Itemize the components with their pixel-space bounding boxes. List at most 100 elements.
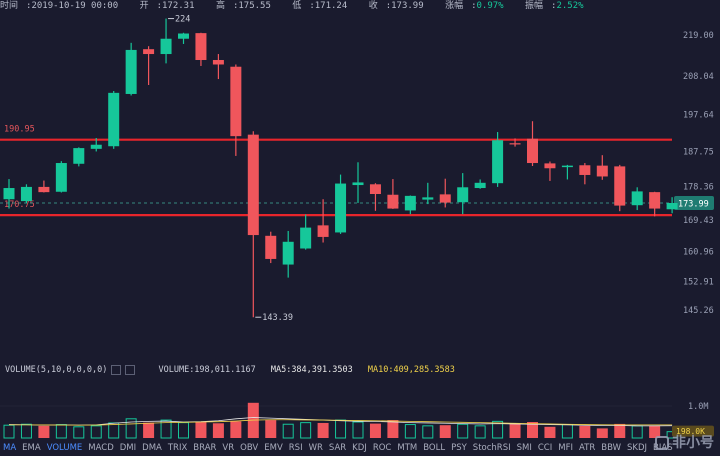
candle-body — [666, 202, 678, 210]
volume-bar — [195, 422, 207, 438]
candle-body — [3, 188, 15, 200]
candle-body — [614, 166, 626, 206]
candle-body — [649, 192, 661, 209]
tab-mfi[interactable]: MFI — [558, 443, 573, 453]
volume-bar — [352, 421, 364, 439]
volume-bar — [544, 426, 556, 438]
high-annotation: 224 — [175, 15, 190, 25]
volume-bar — [527, 422, 538, 438]
candlestick-chart[interactable]: 145.26 152.91 160.96 169.43 178.36 187.75 197.… — [0, 12, 720, 362]
candle-body — [160, 38, 172, 55]
candle-body — [178, 33, 189, 39]
open-info: 开:172.31 — [139, 1, 195, 11]
watermark-text: 非小号 — [672, 435, 714, 451]
volume-bar — [579, 425, 591, 438]
tab-ema[interactable]: EMA — [22, 443, 41, 453]
tab-vr[interactable]: VR — [222, 443, 235, 453]
candle-body — [335, 183, 347, 233]
volume-bar — [73, 426, 85, 439]
tab-ma[interactable]: MA — [3, 443, 17, 453]
candle-body — [230, 66, 242, 137]
current-price-tag — [674, 195, 714, 210]
y-tick-label: 197.64 — [683, 111, 714, 121]
volume-ma5-line — [8, 417, 673, 427]
candle-body — [282, 241, 294, 265]
brand-watermark: 非小号 — [655, 432, 714, 452]
candle-body — [195, 33, 207, 61]
level-label: 190.95 — [4, 125, 35, 135]
candle-body — [509, 143, 521, 145]
volume-bar — [300, 422, 312, 439]
tab-trix[interactable]: TRIX — [167, 443, 188, 453]
candle-body — [492, 140, 504, 184]
candle-body — [352, 182, 364, 186]
volume-bar — [108, 422, 120, 439]
tab-roc[interactable]: ROC — [372, 443, 392, 453]
candle-body — [38, 186, 50, 193]
tab-volume[interactable]: VOLUME — [46, 443, 83, 453]
tab-dmi[interactable]: DMI — [119, 443, 137, 453]
logo-icon — [655, 436, 669, 450]
tab-rsi[interactable]: RSI — [288, 443, 303, 453]
level-label: 170.75 — [4, 200, 35, 210]
volume-bar — [282, 423, 294, 439]
tab-smi[interactable]: SMI — [516, 443, 532, 453]
tab-atr[interactable]: ATR — [578, 443, 596, 453]
tab-bbw[interactable]: BBW — [601, 443, 622, 453]
volume-bar — [474, 425, 486, 439]
tab-mtm[interactable]: MTM — [397, 443, 418, 453]
volume-bar — [631, 425, 643, 439]
tab-stochrsi[interactable]: StochRSI — [472, 443, 511, 453]
volume-bar — [178, 422, 189, 439]
candle-body — [439, 194, 451, 203]
volume-value: VOLUME:198,011.1167 — [158, 365, 256, 375]
volume-bar — [457, 423, 469, 439]
candle-body — [125, 49, 137, 94]
candle-body — [143, 49, 155, 55]
close-box-icon[interactable] — [125, 364, 136, 375]
tab-kdj[interactable]: KDJ — [352, 443, 367, 453]
volume-ma5: MA5:384,391.3503 — [270, 365, 353, 375]
candle-body — [561, 165, 573, 168]
candle-body — [457, 187, 469, 203]
candle-body — [404, 195, 416, 211]
current-price-label: 173.99 — [678, 199, 709, 209]
y-tick-label: 208.04 — [683, 72, 714, 82]
volume-bar — [369, 423, 381, 438]
tab-obv[interactable]: OBV — [240, 443, 259, 453]
y-tick-label: 160.96 — [683, 248, 714, 258]
volume-bar — [596, 428, 608, 438]
tab-skdj[interactable]: SKDJ — [627, 443, 648, 453]
candle-body — [579, 165, 591, 175]
candle-body — [527, 138, 538, 164]
tab-dma[interactable]: DMA — [142, 443, 162, 453]
volume-bar — [230, 421, 242, 438]
amplitude-info: 振幅:2.52% — [525, 1, 584, 11]
tab-boll[interactable]: BOLL — [423, 443, 446, 453]
volume-bar — [649, 425, 661, 438]
candle-body — [631, 191, 643, 206]
candle-body — [544, 163, 556, 169]
volume-bar — [38, 425, 50, 438]
candle-body — [212, 60, 224, 65]
y-tick-label: 178.36 — [683, 183, 714, 193]
close-info: 收:173.99 — [368, 1, 424, 11]
tab-macd[interactable]: MACD — [88, 443, 114, 453]
volume-header: VOLUME(5,10,0,0,0,0) VOLUME:198,011.1167… — [0, 362, 720, 378]
tab-cci[interactable]: CCI — [537, 443, 553, 453]
candle-body — [369, 184, 381, 195]
tab-sar[interactable]: SAR — [328, 443, 347, 453]
candle-body — [73, 148, 85, 164]
tab-brar[interactable]: BRAR — [193, 443, 217, 453]
tab-psy[interactable]: PSY — [451, 443, 467, 453]
candle-body — [55, 163, 67, 192]
volume-chart: 1.0M 198.0K — [0, 402, 714, 439]
settings-box-icon[interactable] — [111, 364, 122, 375]
candle-body — [422, 197, 434, 200]
volume-axis-label: 1.0M — [688, 402, 708, 412]
y-tick-label: 219.00 — [683, 31, 714, 41]
volume-bar — [265, 420, 277, 438]
volume-ma10-line — [9, 419, 673, 426]
tab-emv[interactable]: EMV — [264, 443, 283, 453]
tab-wr[interactable]: WR — [308, 443, 323, 453]
